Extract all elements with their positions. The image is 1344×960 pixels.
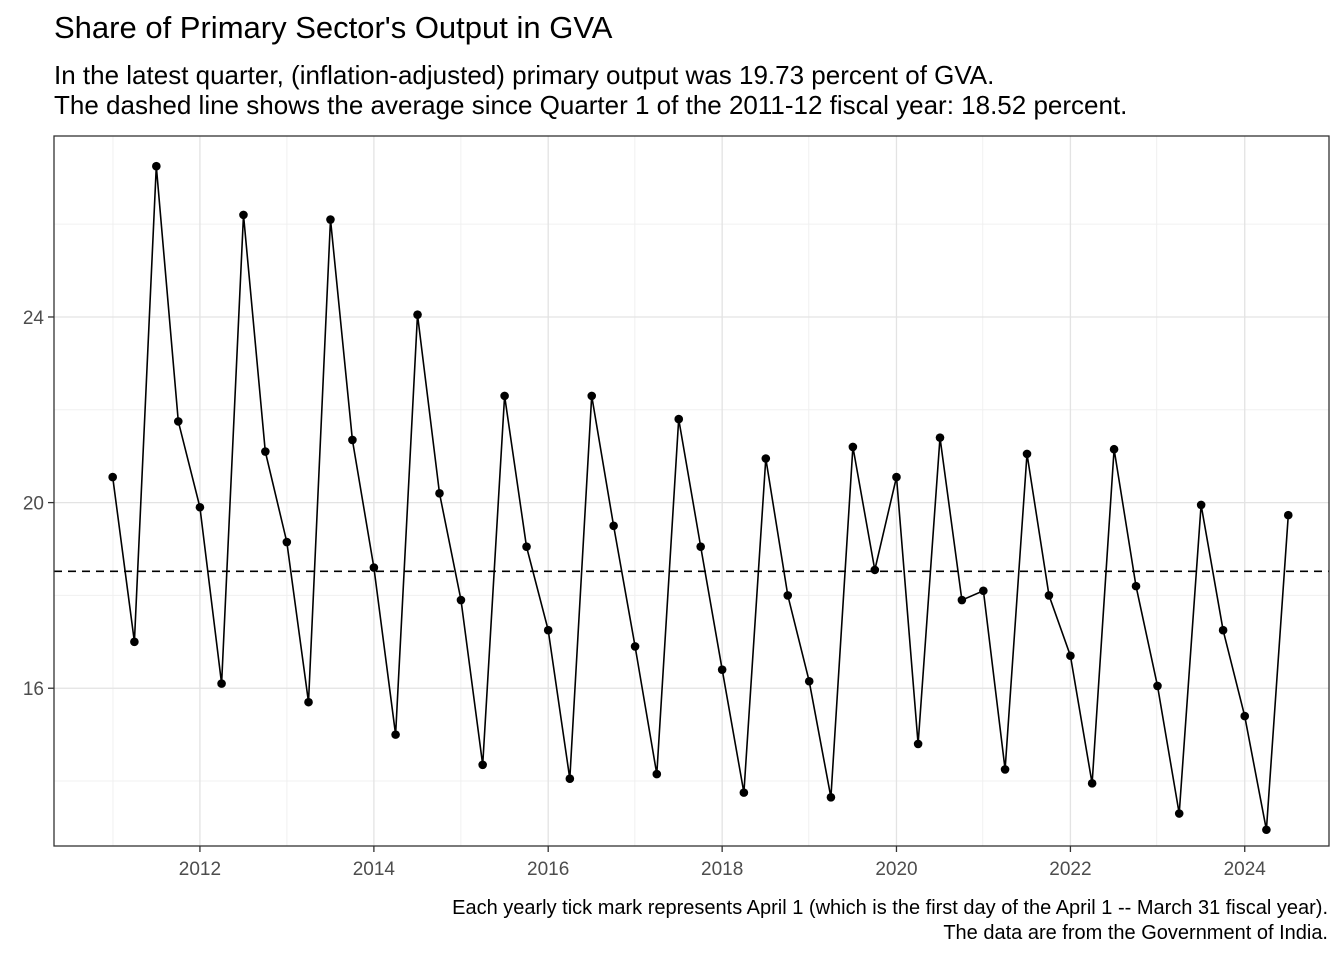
data-point bbox=[1066, 651, 1075, 661]
chart-subtitle-line1: In the latest quarter, (inflation-adjust… bbox=[54, 60, 995, 90]
x-tick-label: 2024 bbox=[1224, 859, 1267, 880]
chart-subtitle-line2: The dashed line shows the average since … bbox=[54, 90, 1128, 120]
data-point bbox=[870, 565, 880, 575]
data-point bbox=[391, 730, 400, 739]
data-point bbox=[500, 391, 509, 401]
data-point bbox=[1196, 500, 1206, 510]
data-point bbox=[717, 665, 727, 674]
data-point bbox=[1174, 809, 1184, 818]
data-point bbox=[1109, 444, 1119, 454]
data-point bbox=[1022, 449, 1032, 459]
data-point bbox=[979, 586, 988, 596]
data-point bbox=[1153, 681, 1162, 691]
data-point bbox=[304, 697, 313, 707]
data-point bbox=[587, 391, 597, 401]
x-tick-label: 2016 bbox=[527, 859, 569, 880]
data-point bbox=[1044, 591, 1054, 600]
data-point bbox=[848, 442, 858, 452]
data-point bbox=[1000, 765, 1010, 774]
data-point bbox=[130, 637, 139, 647]
major-gridlines bbox=[54, 136, 1329, 846]
data-point bbox=[348, 435, 357, 445]
data-point bbox=[652, 769, 662, 779]
data-point bbox=[435, 489, 444, 498]
data-point bbox=[913, 739, 923, 749]
data-point bbox=[826, 792, 836, 802]
data-point bbox=[108, 472, 117, 482]
y-axis: 16 20 24 bbox=[23, 308, 54, 700]
data-point bbox=[804, 676, 814, 686]
x-tick-label: 2018 bbox=[701, 859, 743, 880]
data-point bbox=[478, 760, 487, 770]
data-point bbox=[195, 502, 205, 512]
data-point bbox=[413, 310, 422, 319]
data-point bbox=[282, 537, 292, 547]
data-point bbox=[739, 788, 749, 797]
data-point bbox=[1262, 825, 1271, 835]
chart-title: Share of Primary Sector's Output in GVA bbox=[54, 10, 613, 45]
x-tick-label: 2022 bbox=[1049, 859, 1091, 880]
y-tick-label: 24 bbox=[23, 308, 45, 329]
data-point bbox=[1218, 625, 1228, 635]
data-point bbox=[261, 447, 270, 456]
data-point bbox=[957, 595, 967, 605]
data-point bbox=[152, 161, 161, 171]
minor-gridlines bbox=[54, 136, 1329, 846]
data-point bbox=[1283, 510, 1293, 520]
data-point bbox=[761, 454, 771, 463]
data-point bbox=[173, 417, 183, 426]
x-tick-label: 2012 bbox=[179, 859, 221, 880]
data-point bbox=[609, 521, 618, 531]
data-point bbox=[217, 679, 226, 688]
data-point bbox=[369, 563, 379, 572]
data-point bbox=[696, 542, 705, 551]
data-point bbox=[935, 433, 945, 442]
data-points bbox=[108, 161, 1293, 835]
data-point bbox=[543, 625, 553, 635]
data-point bbox=[239, 210, 248, 220]
x-tick-label: 2014 bbox=[353, 859, 396, 880]
data-point bbox=[522, 542, 531, 551]
plot-border bbox=[53, 135, 1330, 847]
data-point bbox=[1240, 711, 1250, 721]
data-point bbox=[326, 215, 335, 224]
caption-line1: Each yearly tick mark represents April 1… bbox=[452, 897, 1328, 919]
data-point bbox=[674, 414, 684, 424]
data-point bbox=[892, 472, 901, 482]
data-point bbox=[1131, 581, 1141, 591]
x-axis: 2012 2014 2016 2018 2020 2022 2024 bbox=[179, 846, 1267, 880]
data-point bbox=[630, 642, 640, 651]
data-point bbox=[456, 595, 466, 605]
y-tick-label: 20 bbox=[23, 494, 44, 515]
y-tick-label: 16 bbox=[23, 679, 44, 700]
data-point bbox=[565, 774, 575, 784]
data-point bbox=[1087, 779, 1097, 788]
x-tick-label: 2020 bbox=[875, 859, 917, 880]
caption-line2: The data are from the Government of Indi… bbox=[943, 922, 1328, 944]
data-point bbox=[783, 591, 793, 600]
